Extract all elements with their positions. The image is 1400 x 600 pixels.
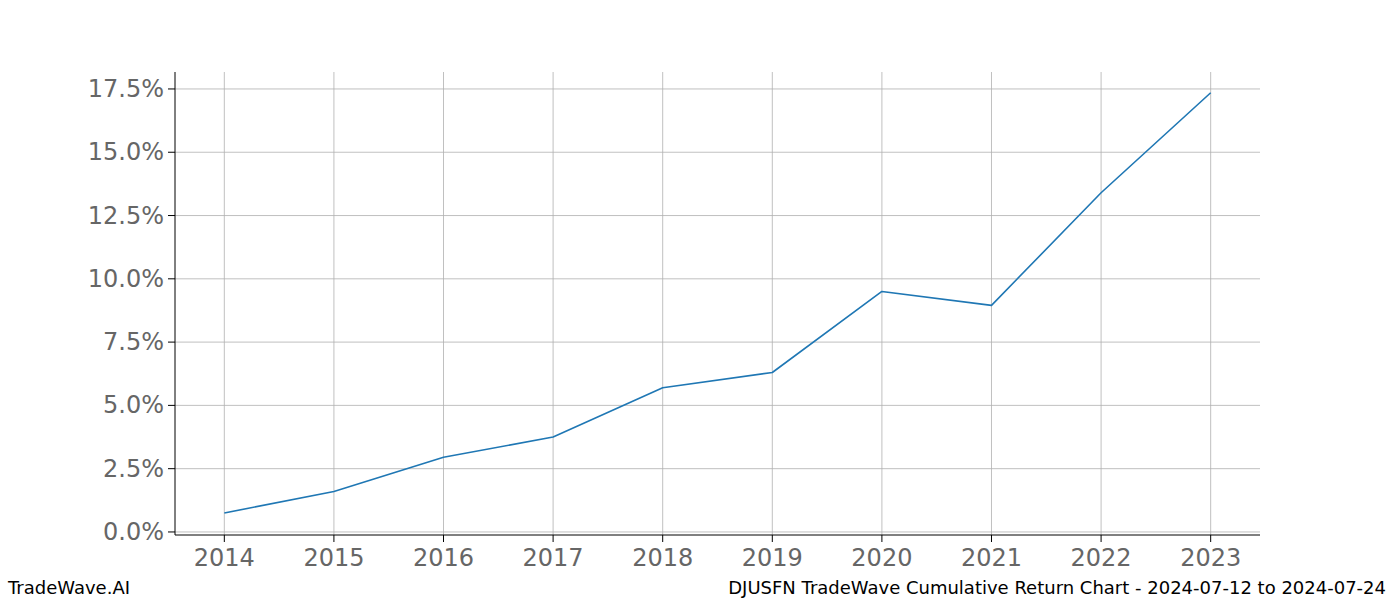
y-tick xyxy=(168,531,175,532)
y-tick xyxy=(168,342,175,343)
y-tick-label: 2.5% xyxy=(103,455,164,483)
y-tick xyxy=(168,405,175,406)
y-grid-line xyxy=(175,342,1260,343)
chart-svg: 0.0% 2.5% 5.0% 7.5% 10.0% 12.5% 15.0% 17.5% 2014… xyxy=(0,0,1400,600)
x-tick xyxy=(662,535,663,542)
x-tick-label: 2016 xyxy=(413,544,474,572)
x-tick xyxy=(772,535,773,542)
x-grid-line xyxy=(443,72,444,535)
grid xyxy=(175,72,1260,535)
y-tick xyxy=(168,88,175,89)
x-grid-line xyxy=(333,72,334,535)
plot-data xyxy=(224,93,1210,513)
chart-root: 0.0% 2.5% 5.0% 7.5% 10.0% 12.5% 15.0% 17.5% 2014… xyxy=(0,0,1400,600)
x-grid-line xyxy=(553,72,554,535)
x-tick xyxy=(333,535,334,542)
x-tick xyxy=(991,535,992,542)
x-grid-line xyxy=(1210,72,1211,535)
y-tick-label: 12.5% xyxy=(88,202,164,230)
y-tick-label: 5.0% xyxy=(103,391,164,419)
x-axis-line xyxy=(175,535,1260,536)
x-tick xyxy=(224,535,225,542)
y-tick-label: 15.0% xyxy=(88,138,164,166)
y-tick xyxy=(168,278,175,279)
y-grid-line xyxy=(175,405,1260,406)
x-tick-label: 2023 xyxy=(1180,544,1241,572)
x-tick-label: 2019 xyxy=(742,544,803,572)
y-tick-label: 0.0% xyxy=(103,518,164,546)
y-grid-line xyxy=(175,215,1260,216)
x-tick xyxy=(1210,535,1211,542)
x-tick-label: 2014 xyxy=(194,544,255,572)
y-tick xyxy=(168,215,175,216)
x-grid-line xyxy=(772,72,773,535)
y-grid-line xyxy=(175,531,1260,532)
x-grid-line xyxy=(881,72,882,535)
x-grid-line xyxy=(1101,72,1102,535)
y-grid-line xyxy=(175,152,1260,153)
series-line xyxy=(224,93,1210,513)
x-tick xyxy=(1101,535,1102,542)
x-tick-label: 2015 xyxy=(303,544,364,572)
axes: 0.0% 2.5% 5.0% 7.5% 10.0% 12.5% 15.0% 17.5% 2014… xyxy=(88,72,1260,572)
y-tick-label: 7.5% xyxy=(103,328,164,356)
x-tick xyxy=(443,535,444,542)
source-text: TradeWave.AI xyxy=(7,577,130,598)
y-grid-line xyxy=(175,278,1260,279)
x-grid-line xyxy=(991,72,992,535)
x-grid-line xyxy=(224,72,225,535)
x-tick-label: 2017 xyxy=(523,544,584,572)
x-tick xyxy=(553,535,554,542)
x-tick-label: 2020 xyxy=(851,544,912,572)
x-tick xyxy=(881,535,882,542)
x-grid-line xyxy=(662,72,663,535)
x-tick-label: 2022 xyxy=(1071,544,1132,572)
y-grid-line xyxy=(175,468,1260,469)
y-grid-line xyxy=(175,88,1260,89)
y-tick xyxy=(168,152,175,153)
chart-title: DJUSFN TradeWave Cumulative Return Chart… xyxy=(728,577,1386,598)
y-tick xyxy=(168,468,175,469)
y-tick-label: 17.5% xyxy=(88,75,164,103)
y-axis-line xyxy=(175,72,176,535)
x-tick-label: 2018 xyxy=(632,544,693,572)
x-tick-label: 2021 xyxy=(961,544,1022,572)
y-tick-label: 10.0% xyxy=(88,265,164,293)
